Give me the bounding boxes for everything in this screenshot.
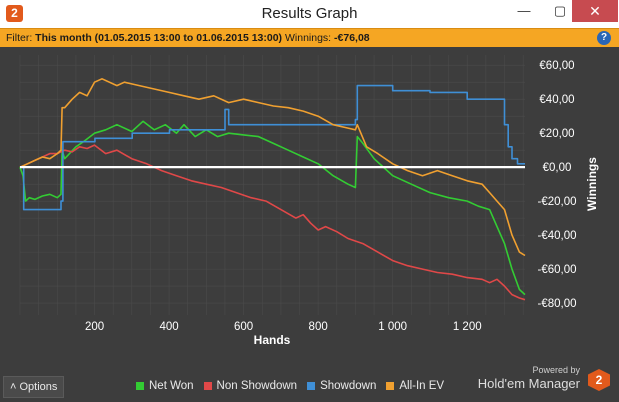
- filter-bar[interactable]: Filter: This month (01.05.2015 13:00 to …: [0, 28, 619, 48]
- filter-text: Filter: This month (01.05.2015 13:00 to …: [6, 29, 370, 47]
- x-tick-label: 1 200: [453, 321, 482, 333]
- y-tick-label: -€60,00: [537, 264, 576, 276]
- app-logo-icon: 2: [6, 5, 23, 22]
- chevron-up-icon: ˄: [10, 381, 17, 393]
- winnings-label: Winnings:: [284, 32, 332, 44]
- bottom-bar: ˄ Options Net Won Non Showdown Showdown …: [0, 365, 619, 402]
- legend-item-all-in-ev[interactable]: All-In EV: [386, 377, 444, 395]
- results-chart: €60,00 €40,00 €20,00 €0,00 -€20,00 -€40,00 -€6…: [19, 55, 599, 347]
- legend-swatch-non-showdown: [203, 382, 212, 390]
- x-tick-label: 400: [159, 321, 178, 333]
- y-tick-label: €0,00: [543, 162, 572, 174]
- y-tick-label: €40,00: [539, 94, 574, 106]
- y-tick-label: -€20,00: [537, 196, 576, 208]
- legend-label-all-in-ev: All-In EV: [399, 380, 445, 392]
- legend-label-net-won: Net Won: [149, 380, 194, 392]
- x-axis-title: Hands: [254, 333, 291, 347]
- legend-item-net-won[interactable]: Net Won: [136, 377, 194, 395]
- legend-item-showdown[interactable]: Showdown: [307, 377, 376, 395]
- series-line-net-won: [19, 120, 526, 296]
- filter-label: Filter:: [6, 32, 33, 44]
- holdem-manager-logo-icon: 2: [588, 369, 610, 391]
- y-tick-label: €20,00: [539, 128, 574, 140]
- options-button[interactable]: ˄ Options: [3, 376, 65, 398]
- x-tick-label: 800: [309, 321, 328, 333]
- y-tick-label: -€80,00: [537, 298, 576, 310]
- legend-label-non-showdown: Non Showdown: [216, 380, 298, 392]
- help-icon[interactable]: ?: [597, 31, 611, 45]
- legend-swatch-showdown: [307, 382, 316, 390]
- legend-swatch-all-in-ev: [386, 382, 395, 390]
- branding: Powered by Hold'em Manager 2: [478, 365, 618, 397]
- close-button[interactable]: ✕: [572, 0, 618, 22]
- brand-name: Hold'em Manager: [477, 376, 580, 391]
- window-title: Results Graph: [261, 5, 358, 22]
- chart-legend: Net Won Non Showdown Showdown All-In EV: [136, 377, 444, 395]
- options-label: Options: [19, 381, 58, 393]
- series-line-non-showdown: [19, 144, 526, 301]
- y-axis-title: Winnings: [585, 157, 599, 211]
- filter-value: This month (01.05.2015 13:00 to 01.06.20…: [35, 32, 283, 44]
- maximize-button[interactable]: ▢: [553, 3, 567, 18]
- legend-swatch-net-won: [136, 382, 144, 390]
- powered-by-text: Powered by: [532, 365, 580, 375]
- series-line-all-in-ev: [19, 77, 526, 257]
- x-tick-label: 1 000: [378, 321, 407, 333]
- winnings-value: -€76,08: [334, 32, 370, 44]
- legend-label-showdown: Showdown: [320, 380, 377, 392]
- x-tick-label: 200: [85, 321, 104, 333]
- legend-item-non-showdown[interactable]: Non Showdown: [203, 377, 298, 395]
- y-tick-label: €60,00: [539, 60, 574, 72]
- title-bar: 2 Results Graph — ▢ ✕: [0, 0, 619, 28]
- x-tick-label: 600: [234, 321, 253, 333]
- y-tick-label: -€40,00: [537, 230, 576, 242]
- minimize-button[interactable]: —: [517, 3, 531, 18]
- results-graph-panel: €60,00 €40,00 €20,00 €0,00 -€20,00 -€40,00 -€6…: [0, 47, 619, 402]
- series-line-showdown: [20, 84, 525, 211]
